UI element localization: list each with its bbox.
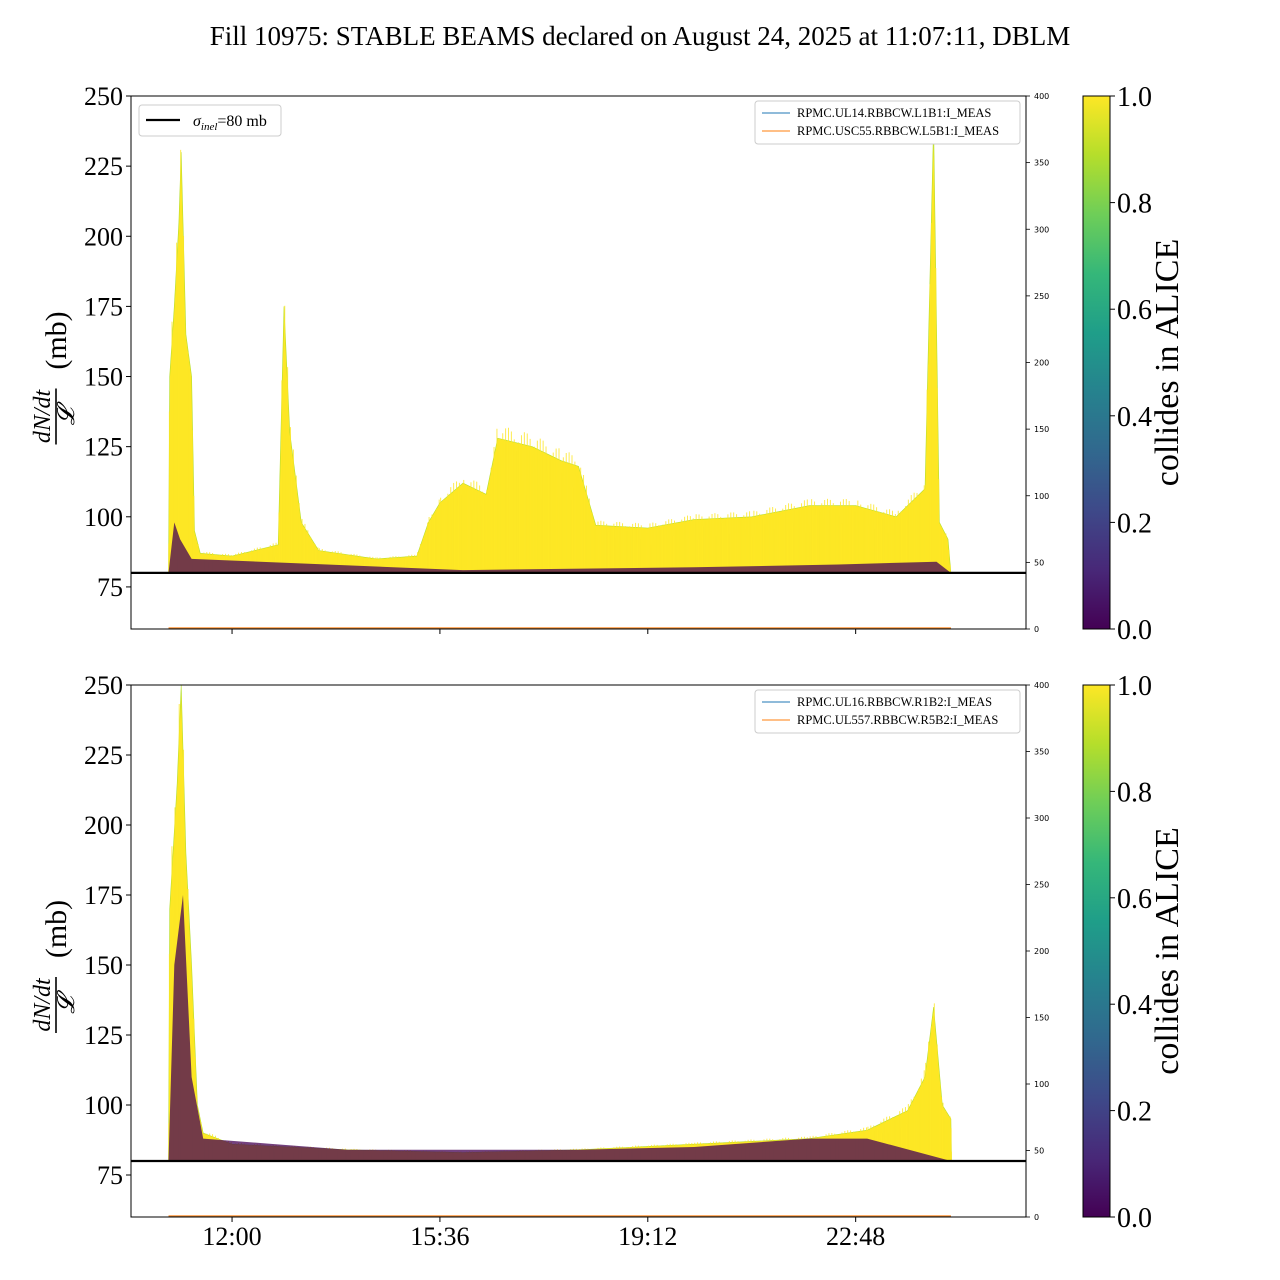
y-tick-label: 125 <box>84 1021 123 1050</box>
colorbar-tick-label: 0.0 <box>1117 615 1152 646</box>
colorbar-tick-label: 0.6 <box>1117 295 1152 326</box>
y2-tick-label: 100 <box>1034 492 1049 501</box>
colorbar-tick-label: 0.0 <box>1117 1203 1152 1234</box>
y-tick-label: 200 <box>84 811 123 840</box>
y2-tick-label: 100 <box>1034 1080 1049 1089</box>
sigma-legend: σinel=80 mb <box>138 104 282 137</box>
y2-tick-label: 0 <box>1034 625 1039 634</box>
y2-tick-label: 400 <box>1034 681 1049 690</box>
panel-bottom: 75 100 125 150 175 200 225 250 0 50 100 150 200 250 30… <box>30 671 1186 1251</box>
y-tick-label: 225 <box>84 741 123 770</box>
sigma-legend-label: σinel=80 mb <box>193 113 267 133</box>
blm-legend: RPMC.UL16.RBBCW.R1B2:I_MEAS RPMC.UL557.RB… <box>754 689 1021 734</box>
y-tick-label: 100 <box>84 503 123 532</box>
colorbar-tick-label: 0.2 <box>1117 508 1152 539</box>
colorbar-label: collides in ALICE <box>1149 239 1186 486</box>
y-tick-label: 150 <box>84 363 123 392</box>
y-tick-label: 250 <box>84 671 123 700</box>
y-tick-label: 150 <box>84 951 123 980</box>
sigma-legend-box <box>138 104 282 137</box>
colorbar <box>1082 95 1111 630</box>
colorbar-tick-label: 0.6 <box>1117 884 1152 915</box>
x-tick-label: 12:00 <box>202 1222 261 1251</box>
yellow-envelope-area <box>168 684 952 1162</box>
y2-tick-label: 300 <box>1034 814 1049 823</box>
blm-legend-label: RPMC.UL16.RBBCW.R1B2:I_MEAS <box>797 695 992 709</box>
y-tick-label: 100 <box>84 1091 123 1120</box>
x-tick-label: 19:12 <box>618 1222 677 1251</box>
y2-tick-label: 250 <box>1034 881 1049 890</box>
dark-band-area <box>168 895 951 1161</box>
y-axis-label: dN/dt𝓛 (mb) <box>30 311 80 445</box>
x-tick-label: 15:36 <box>410 1222 469 1251</box>
colorbar-label: collides in ALICE <box>1149 827 1186 1074</box>
blm-legend-label: RPMC.UL557.RBBCW.R5B2:I_MEAS <box>797 713 998 727</box>
y-tick-label: 75 <box>97 573 123 602</box>
y2-tick-label: 150 <box>1034 425 1049 434</box>
y2-tick-label: 50 <box>1034 1147 1044 1156</box>
y-tick-label: 200 <box>84 222 123 251</box>
y2-tick-label: 400 <box>1034 92 1049 101</box>
y-tick-label: 250 <box>84 82 123 111</box>
y-label-denominator: 𝓛 <box>54 990 80 1014</box>
y-axis-label: dN/dt𝓛 (mb) <box>30 900 80 1033</box>
blm-legend-label: RPMC.USC55.RBBCW.L5B1:I_MEAS <box>797 124 999 138</box>
y-tick-label: 125 <box>84 433 123 462</box>
colorbar-tick-label: 0.4 <box>1117 990 1152 1021</box>
y-label-numerator: dN/dt <box>30 977 56 1032</box>
blm-legend: RPMC.UL14.RBBCW.L1B1:I_MEAS RPMC.USC55.RB… <box>754 100 1021 145</box>
panel-top: 75 100 125 150 175 200 225 250 0 50 100 150 200 250 30… <box>30 82 1186 646</box>
y2-tick-label: 200 <box>1034 359 1049 368</box>
x-tick-label: 22:48 <box>826 1222 885 1251</box>
colorbar-tick-label: 1.0 <box>1117 82 1152 113</box>
blm-legend-box <box>754 689 1021 734</box>
blm-legend-label: RPMC.UL14.RBBCW.L1B1:I_MEAS <box>797 106 991 120</box>
y2-tick-label: 300 <box>1034 225 1049 234</box>
colorbar <box>1082 684 1111 1218</box>
colorbar-tick-label: 0.8 <box>1117 189 1152 220</box>
y2-tick-label: 150 <box>1034 1014 1049 1023</box>
y2-tick-label: 350 <box>1034 159 1049 168</box>
y-label-denominator: 𝓛 <box>54 401 80 425</box>
blm-legend-box <box>754 100 1021 145</box>
colorbar-tick-label: 0.8 <box>1117 777 1152 808</box>
y-label-unit: (mb) <box>40 311 73 369</box>
y2-tick-label: 0 <box>1034 1213 1039 1222</box>
y-tick-label: 175 <box>84 881 123 910</box>
colorbar-tick-label: 0.4 <box>1117 402 1152 433</box>
y2-tick-label: 350 <box>1034 748 1049 757</box>
texture-spikes <box>168 704 952 1161</box>
colorbar-tick-label: 1.0 <box>1117 671 1152 702</box>
figure-title: Fill 10975: STABLE BEAMS declared on Aug… <box>210 21 1071 51</box>
y2-tick-label: 250 <box>1034 292 1049 301</box>
dark-band-area <box>168 522 951 573</box>
y-tick-label: 175 <box>84 292 123 321</box>
y2-tick-label: 50 <box>1034 558 1044 567</box>
y-tick-label: 225 <box>84 152 123 181</box>
y-label-numerator: dN/dt <box>30 388 56 443</box>
colorbar-tick-label: 0.2 <box>1117 1097 1152 1128</box>
y2-tick-label: 200 <box>1034 947 1049 956</box>
y-label-unit: (mb) <box>40 900 73 958</box>
y-tick-label: 75 <box>97 1161 123 1190</box>
